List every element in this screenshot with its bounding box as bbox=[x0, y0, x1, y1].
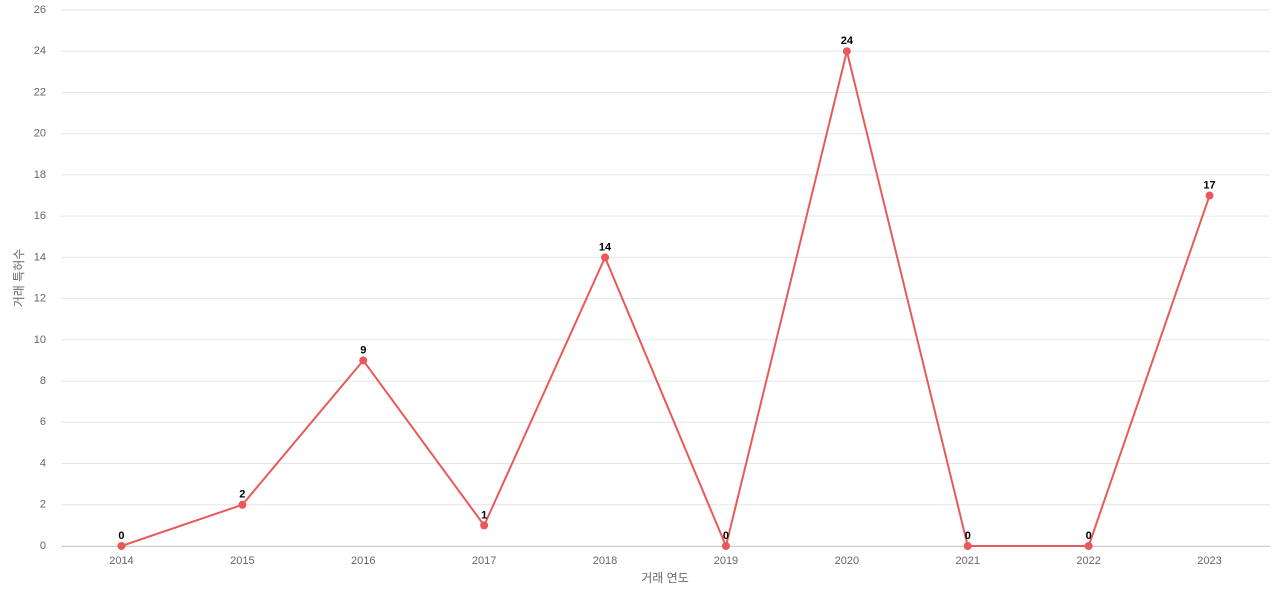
value-label: 0 bbox=[1086, 530, 1092, 542]
x-tick-label: 2023 bbox=[1197, 555, 1221, 567]
y-tick-label: 8 bbox=[40, 375, 46, 387]
x-tick-label: 2020 bbox=[835, 555, 859, 567]
point bbox=[1205, 191, 1214, 200]
value-label: 0 bbox=[965, 530, 971, 542]
y-tick-label: 4 bbox=[40, 457, 46, 469]
x-tick-label: 2021 bbox=[956, 555, 980, 567]
value-label: 0 bbox=[723, 530, 729, 542]
x-tick-label: 2015 bbox=[230, 555, 254, 567]
x-tick-label: 2022 bbox=[1076, 555, 1100, 567]
x-tick-label: 2018 bbox=[593, 555, 617, 567]
y-tick-label: 2 bbox=[40, 499, 46, 511]
value-label: 0 bbox=[118, 530, 124, 542]
value-label: 1 bbox=[481, 509, 487, 521]
value-label: 24 bbox=[841, 35, 854, 47]
y-tick-label: 18 bbox=[34, 169, 46, 181]
y-tick-label: 12 bbox=[34, 293, 46, 305]
y-tick-label: 0 bbox=[40, 540, 46, 552]
x-tick-label: 2016 bbox=[351, 555, 375, 567]
y-tick-label: 24 bbox=[34, 45, 46, 57]
x-tick-label: 2019 bbox=[714, 555, 738, 567]
x-tick-label: 2014 bbox=[109, 555, 133, 567]
y-tick-label: 6 bbox=[40, 416, 46, 428]
point bbox=[480, 521, 489, 530]
y-tick-label: 20 bbox=[34, 128, 46, 140]
y-tick-label: 26 bbox=[34, 4, 46, 16]
y-tick-label: 22 bbox=[34, 86, 46, 98]
y-tick-label: 10 bbox=[34, 334, 46, 346]
point bbox=[238, 500, 247, 509]
value-label: 17 bbox=[1203, 179, 1215, 191]
value-label: 9 bbox=[360, 344, 366, 356]
point bbox=[721, 542, 730, 550]
point bbox=[601, 253, 610, 262]
point bbox=[842, 47, 851, 56]
x-axis-label: 거래 연도 bbox=[641, 571, 689, 585]
line bbox=[121, 50, 1211, 550]
value-label: 2 bbox=[239, 489, 245, 501]
x-tick-label: 2017 bbox=[472, 555, 496, 567]
y-tick-label: 14 bbox=[34, 251, 46, 263]
point bbox=[359, 356, 368, 365]
y-tick-label: 16 bbox=[34, 210, 46, 222]
value-label: 14 bbox=[599, 241, 612, 253]
point bbox=[1084, 542, 1093, 550]
point bbox=[117, 542, 126, 550]
y-axis-label: 거래 특허수 bbox=[12, 249, 26, 308]
point bbox=[963, 542, 972, 550]
